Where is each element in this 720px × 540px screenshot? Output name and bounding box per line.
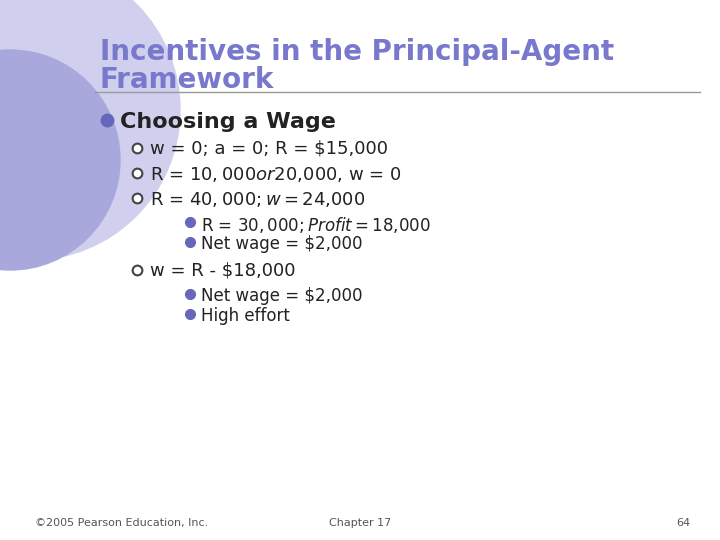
Text: Choosing a Wage: Choosing a Wage	[120, 112, 336, 132]
Text: Chapter 17: Chapter 17	[329, 518, 391, 528]
Circle shape	[0, 0, 180, 260]
Text: ©2005 Pearson Education, Inc.: ©2005 Pearson Education, Inc.	[35, 518, 208, 528]
Text: R = $40,000; w = $24,000: R = $40,000; w = $24,000	[150, 190, 366, 209]
Text: Incentives in the Principal-Agent: Incentives in the Principal-Agent	[100, 38, 614, 66]
Text: High effort: High effort	[201, 307, 290, 325]
Circle shape	[0, 50, 120, 270]
Text: 64: 64	[676, 518, 690, 528]
Text: w = 0; a = 0; R = $15,000: w = 0; a = 0; R = $15,000	[150, 140, 388, 158]
Text: R = $30,000; Profit = $18,000: R = $30,000; Profit = $18,000	[201, 215, 431, 235]
Text: Framework: Framework	[100, 66, 274, 94]
Text: Net wage = $2,000: Net wage = $2,000	[201, 287, 362, 305]
Text: w = R - $18,000: w = R - $18,000	[150, 262, 295, 280]
Text: Net wage = $2,000: Net wage = $2,000	[201, 235, 362, 253]
Text: R = $10,000 or $20,000, w = 0: R = $10,000 or $20,000, w = 0	[150, 165, 402, 184]
